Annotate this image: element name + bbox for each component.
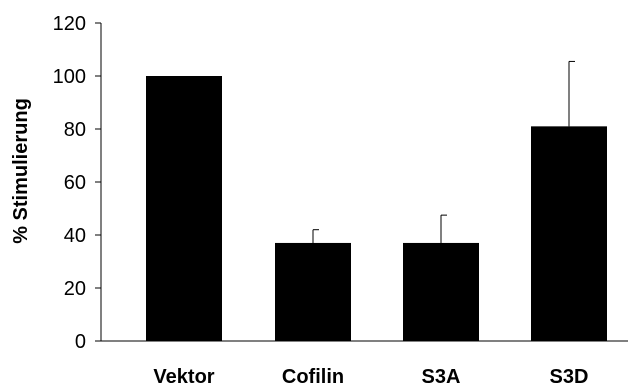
y-tick-label: 60 <box>64 172 86 194</box>
x-category-label: S3D <box>550 366 589 388</box>
x-category-labels: Vektor Cofilin S3A S3D <box>153 366 588 388</box>
y-tick-label: 100 <box>53 66 86 88</box>
y-tick-label: 120 <box>53 13 86 35</box>
bar-cofilin <box>275 242 351 341</box>
y-ticks: 0 20 40 60 80 100 120 <box>53 13 101 353</box>
bar-s3a <box>403 242 479 341</box>
x-category-label: Vektor <box>153 366 214 388</box>
y-tick-label: 0 <box>75 331 86 353</box>
x-category-label: S3A <box>422 366 461 388</box>
y-tick-label: 40 <box>64 225 86 247</box>
y-axis-title: % Stimulierung <box>10 98 32 244</box>
error-bars <box>312 60 575 243</box>
x-category-label: Cofilin <box>282 366 344 388</box>
y-tick-label: 80 <box>64 119 86 141</box>
bar-s3d <box>531 126 607 341</box>
y-tick-label: 20 <box>64 278 86 300</box>
bars <box>146 76 607 341</box>
bar-vektor <box>146 76 222 341</box>
